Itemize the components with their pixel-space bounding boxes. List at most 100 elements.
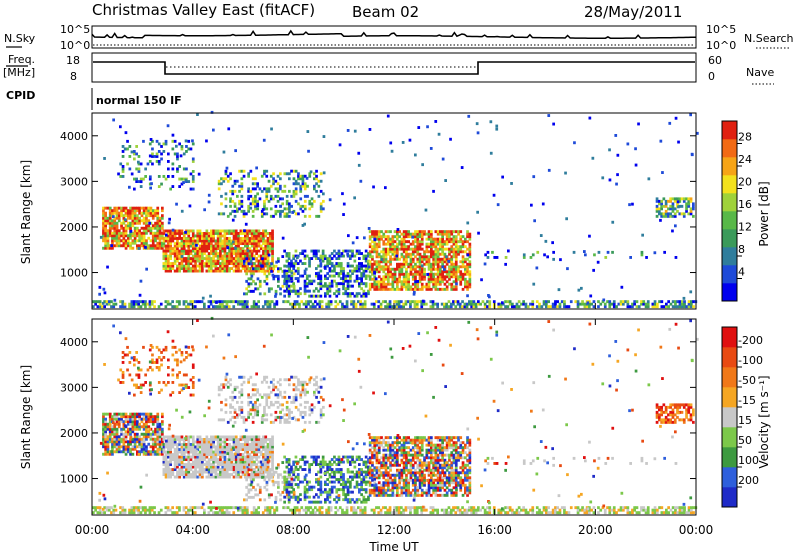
power-cell bbox=[243, 262, 246, 266]
velocity-cell bbox=[251, 388, 255, 392]
power-cell bbox=[373, 277, 377, 281]
velocity-cell bbox=[151, 430, 155, 434]
velocity-cell bbox=[111, 430, 114, 434]
power-cell bbox=[603, 305, 607, 309]
power-cell bbox=[104, 239, 107, 243]
power-cell bbox=[391, 280, 395, 284]
power-cell bbox=[349, 277, 352, 280]
power-cell bbox=[454, 237, 458, 241]
velocity-cell bbox=[259, 450, 263, 454]
velocity-cell bbox=[145, 435, 148, 439]
power-cell bbox=[187, 229, 191, 233]
power-cell bbox=[178, 142, 181, 146]
power-cell bbox=[212, 300, 215, 304]
power-cell bbox=[102, 206, 105, 210]
power-cell bbox=[685, 204, 688, 208]
velocity-cell bbox=[176, 460, 179, 464]
velocity-cell bbox=[187, 440, 191, 444]
power-cell bbox=[387, 280, 390, 284]
velocity-cell bbox=[157, 366, 161, 369]
power-cell bbox=[225, 166, 229, 170]
power-cell bbox=[161, 216, 164, 220]
power-cell bbox=[547, 114, 551, 117]
velocity-cell bbox=[127, 447, 130, 451]
power-cell bbox=[151, 246, 155, 250]
power-cell bbox=[405, 260, 408, 264]
power-cell bbox=[423, 275, 426, 279]
velocity-cell bbox=[220, 388, 223, 392]
power-cell bbox=[233, 179, 237, 183]
power-cell bbox=[131, 209, 135, 213]
power-cell bbox=[362, 269, 366, 273]
velocity-cell bbox=[262, 445, 265, 449]
velocity-cell bbox=[198, 475, 202, 479]
power-cell bbox=[113, 236, 117, 240]
velocity-cell bbox=[246, 450, 249, 454]
power-cell bbox=[102, 221, 105, 225]
velocity-cell bbox=[113, 440, 117, 444]
power-cell bbox=[405, 285, 408, 289]
power-cell bbox=[124, 246, 128, 250]
velocity-cell bbox=[205, 460, 209, 464]
power-cell bbox=[316, 302, 319, 306]
power-cell bbox=[251, 209, 255, 213]
velocity-cell bbox=[104, 432, 107, 436]
power-cell bbox=[466, 272, 469, 276]
power-cell bbox=[333, 254, 336, 258]
power-cell bbox=[274, 289, 278, 293]
power-cell bbox=[535, 300, 539, 304]
power-cell bbox=[219, 239, 222, 243]
power-cell bbox=[148, 221, 151, 225]
power-cell bbox=[319, 282, 323, 286]
power-cell bbox=[308, 174, 312, 178]
power-cell bbox=[128, 302, 131, 306]
power-cell bbox=[359, 302, 362, 306]
power-cell bbox=[115, 216, 119, 220]
velocity-cell bbox=[279, 418, 282, 422]
power-cell bbox=[180, 182, 184, 186]
power-cell bbox=[270, 269, 273, 273]
velocity-cell bbox=[279, 378, 282, 382]
power-cell bbox=[400, 242, 404, 246]
power-cell bbox=[119, 175, 123, 178]
power-cell bbox=[532, 282, 536, 286]
power-cell bbox=[263, 279, 267, 283]
power-cell bbox=[317, 289, 320, 293]
power-cell bbox=[439, 242, 442, 246]
velocity-cell bbox=[207, 468, 211, 471]
power-cell bbox=[635, 305, 639, 309]
power-cell bbox=[256, 207, 259, 211]
power-cell bbox=[676, 200, 680, 204]
power-data-cells bbox=[92, 110, 699, 309]
velocity-cell bbox=[139, 368, 143, 372]
power-cell bbox=[342, 287, 345, 291]
velocity-cell bbox=[226, 420, 230, 424]
power-cell bbox=[324, 257, 327, 260]
power-cell bbox=[201, 252, 204, 255]
power-cell bbox=[674, 256, 678, 259]
power-cell bbox=[468, 275, 472, 279]
velocity-cell bbox=[151, 437, 155, 441]
velocity-cell bbox=[205, 470, 209, 474]
velocity-cell bbox=[115, 420, 119, 424]
velocity-cell bbox=[207, 453, 211, 456]
velocity-cell bbox=[228, 453, 231, 456]
power-cell bbox=[339, 254, 343, 258]
power-cell bbox=[486, 250, 490, 254]
power-cell bbox=[398, 235, 401, 239]
power-cell bbox=[292, 262, 296, 266]
power-cell bbox=[285, 212, 289, 216]
power-cell bbox=[232, 300, 236, 304]
power-cell bbox=[308, 257, 311, 260]
power-cell bbox=[238, 202, 241, 206]
power-cell bbox=[201, 232, 204, 235]
power-cell bbox=[682, 296, 686, 300]
power-cell bbox=[156, 246, 160, 250]
power-cell bbox=[538, 305, 541, 309]
power-cell bbox=[658, 300, 661, 304]
power-cell bbox=[267, 253, 271, 257]
power-cell bbox=[353, 254, 357, 258]
power-cell bbox=[450, 237, 454, 241]
velocity-cell bbox=[271, 440, 274, 444]
